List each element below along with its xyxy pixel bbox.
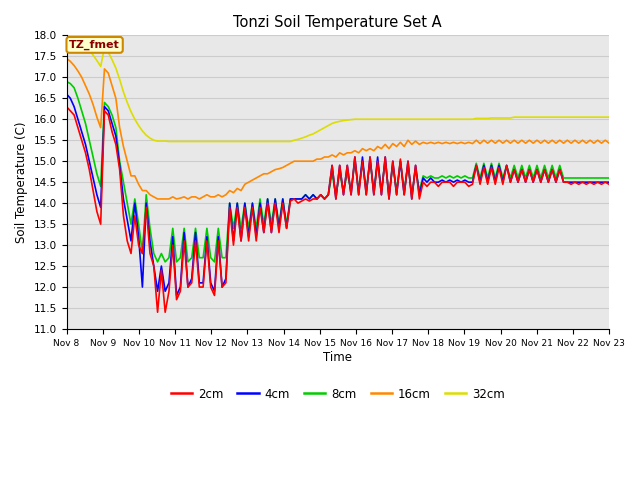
2cm <box>142 204 150 210</box>
32cm <box>503 115 511 121</box>
16cm <box>605 140 613 146</box>
Line: 16cm: 16cm <box>67 59 609 199</box>
8cm <box>503 163 511 168</box>
2cm <box>100 108 108 114</box>
4cm <box>142 200 150 206</box>
Y-axis label: Soil Temperature (C): Soil Temperature (C) <box>15 121 28 243</box>
2cm <box>234 204 241 210</box>
16cm <box>510 137 518 143</box>
16cm <box>234 186 241 192</box>
8cm <box>234 200 241 206</box>
32cm <box>63 33 70 39</box>
Line: 8cm: 8cm <box>67 82 609 262</box>
8cm <box>154 259 161 265</box>
4cm <box>173 293 180 299</box>
Line: 4cm: 4cm <box>67 94 609 296</box>
Title: Tonzi Soil Temperature Set A: Tonzi Soil Temperature Set A <box>234 15 442 30</box>
8cm <box>142 192 150 198</box>
4cm <box>63 91 70 97</box>
16cm <box>142 188 150 193</box>
4cm <box>510 167 518 172</box>
32cm <box>454 116 461 122</box>
8cm <box>454 173 461 179</box>
16cm <box>100 66 108 72</box>
4cm <box>605 180 613 185</box>
4cm <box>503 163 511 168</box>
32cm <box>510 114 518 120</box>
16cm <box>503 137 511 143</box>
32cm <box>165 139 173 144</box>
8cm <box>100 99 108 105</box>
4cm <box>234 200 241 206</box>
Line: 32cm: 32cm <box>67 36 609 142</box>
Text: TZ_fmet: TZ_fmet <box>69 40 120 50</box>
8cm <box>605 175 613 181</box>
2cm <box>154 309 161 315</box>
16cm <box>454 141 461 146</box>
8cm <box>63 79 70 84</box>
2cm <box>503 163 511 168</box>
4cm <box>454 177 461 183</box>
32cm <box>100 45 108 51</box>
X-axis label: Time: Time <box>323 350 352 363</box>
2cm <box>510 167 518 172</box>
Legend: 2cm, 4cm, 8cm, 16cm, 32cm: 2cm, 4cm, 8cm, 16cm, 32cm <box>166 383 509 405</box>
32cm <box>234 139 241 144</box>
4cm <box>100 104 108 109</box>
16cm <box>154 196 161 202</box>
2cm <box>63 104 70 109</box>
16cm <box>63 56 70 61</box>
2cm <box>605 181 613 187</box>
Line: 2cm: 2cm <box>67 107 609 312</box>
32cm <box>142 132 150 138</box>
8cm <box>510 163 518 168</box>
32cm <box>605 114 613 120</box>
2cm <box>454 180 461 185</box>
